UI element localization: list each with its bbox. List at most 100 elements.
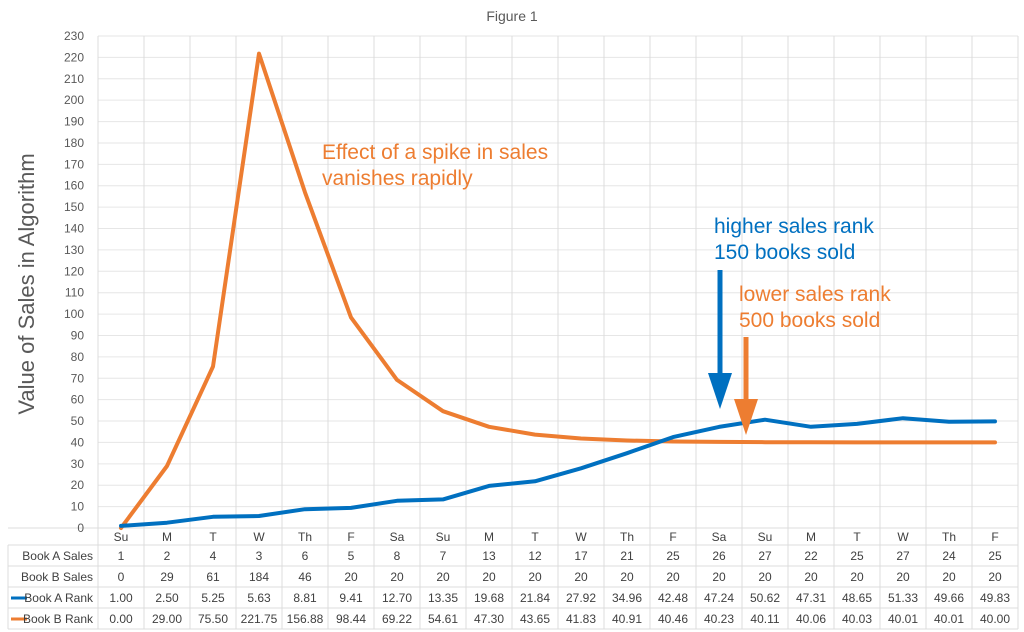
- table-cell: 46: [298, 570, 312, 584]
- series-lines: [119, 51, 997, 530]
- grid: [7, 35, 1019, 630]
- table-cell: 27: [758, 549, 772, 563]
- x-tick-label: M: [484, 530, 494, 544]
- table-cell: 40.01: [888, 612, 918, 626]
- table-cell: 20: [988, 570, 1002, 584]
- table-cell: 27.92: [566, 591, 596, 605]
- annotation-text: lower sales rank 500 books sold: [739, 283, 891, 332]
- x-tick-label: Th: [620, 530, 634, 544]
- table-cell: 50.62: [750, 591, 780, 605]
- y-tick-label: 10: [71, 500, 85, 514]
- y-tick-label: 180: [64, 136, 84, 150]
- table-cell: 54.61: [428, 612, 458, 626]
- blue-arrow-head: [708, 373, 732, 409]
- table-cell: 1.00: [109, 591, 133, 605]
- table-cell: 25: [988, 549, 1002, 563]
- x-tick-label: Su: [114, 530, 129, 544]
- table-cell: 20: [666, 570, 680, 584]
- table-cell: 6: [302, 549, 309, 563]
- table-cell: 21: [620, 549, 634, 563]
- y-tick-label: 70: [71, 371, 85, 385]
- table-cell: 24: [942, 549, 956, 563]
- table-cell: 2.50: [155, 591, 179, 605]
- table-cell: 25: [850, 549, 864, 563]
- table-cell: 48.65: [842, 591, 872, 605]
- table-cell: 3: [256, 549, 263, 563]
- table-cell: 20: [574, 570, 588, 584]
- y-axis-label: Value of Sales in Algorithm: [14, 153, 39, 414]
- table-row-label: Book B Sales: [21, 570, 93, 584]
- y-axis-ticks: 0 10 20 30 40 50 60 70 80 90 100 110 120 130 140 150 160…: [64, 29, 84, 535]
- table-cell: 26: [712, 549, 726, 563]
- y-tick-label: 80: [71, 350, 85, 364]
- y-tick-label: 0: [77, 521, 84, 535]
- y-tick-label: 170: [64, 157, 84, 171]
- x-tick-label: F: [991, 530, 998, 544]
- x-tick-label: Su: [436, 530, 451, 544]
- table-cell: 156.88: [287, 612, 324, 626]
- table-cell: 49.83: [980, 591, 1010, 605]
- table-cell: 47.31: [796, 591, 826, 605]
- table-cell: 21.84: [520, 591, 550, 605]
- table-cell: 20: [390, 570, 404, 584]
- table-cell: 75.50: [198, 612, 228, 626]
- table-cell: 61: [206, 570, 220, 584]
- table-cell: 20: [804, 570, 818, 584]
- table-cell: 20: [620, 570, 634, 584]
- y-tick-label: 100: [64, 307, 84, 321]
- table-cell: 20: [344, 570, 358, 584]
- table-cell: 40.46: [658, 612, 688, 626]
- y-tick-label: 130: [64, 243, 84, 257]
- data-table: Su M T W Th F Sa Su M T W Th F Sa Su M T W Th F Book A Sales…: [11, 530, 1010, 626]
- table-cell: 25: [666, 549, 680, 563]
- table-cell: 43.65: [520, 612, 550, 626]
- y-tick-label: 120: [64, 264, 84, 278]
- y-tick-label: 140: [64, 222, 84, 236]
- table-cell: 40.23: [704, 612, 734, 626]
- y-tick-label: 20: [71, 478, 85, 492]
- table-cell: 40.00: [980, 612, 1010, 626]
- table-cell: 2: [164, 549, 171, 563]
- series-line-book-b: [119, 51, 997, 530]
- table-cell: 7: [440, 549, 447, 563]
- table-cell: 13: [482, 549, 496, 563]
- table-cell: 29.00: [152, 612, 182, 626]
- table-cell: 13.35: [428, 591, 458, 605]
- table-cell: 20: [482, 570, 496, 584]
- table-cell: 20: [712, 570, 726, 584]
- y-tick-label: 220: [64, 50, 84, 64]
- x-tick-label: F: [347, 530, 354, 544]
- x-tick-label: Sa: [712, 530, 727, 544]
- table-row-label: Book A Sales: [22, 549, 93, 563]
- annotation-text: Effect of a spike in sales vanishes rapid…: [322, 141, 548, 190]
- table-cell: 40.06: [796, 612, 826, 626]
- y-tick-label: 210: [64, 72, 84, 86]
- y-tick-label: 30: [71, 457, 85, 471]
- y-tick-label: 110: [65, 286, 84, 300]
- table-cell: 4: [210, 549, 217, 563]
- table-cell: 98.44: [336, 612, 366, 626]
- series-line-book-a: [119, 416, 997, 528]
- x-tick-label: T: [209, 530, 217, 544]
- y-tick-label: 90: [71, 328, 85, 342]
- table-cell: 12: [528, 549, 542, 563]
- x-tick-label: F: [669, 530, 676, 544]
- x-tick-label: M: [806, 530, 816, 544]
- annotation-text: higher sales rank 150 books sold: [714, 215, 874, 264]
- table-cell: 8: [394, 549, 401, 563]
- table-cell: 0.00: [109, 612, 133, 626]
- table-cell: 47.24: [704, 591, 734, 605]
- table-cell: 20: [436, 570, 450, 584]
- table-cell: 20: [758, 570, 772, 584]
- x-tick-label: Th: [942, 530, 956, 544]
- table-cell: 1: [118, 549, 125, 563]
- x-tick-label: W: [253, 530, 265, 544]
- x-tick-label: Su: [758, 530, 773, 544]
- table-cell: 20: [850, 570, 864, 584]
- table-cell: 40.11: [750, 612, 779, 626]
- table-cell: 8.81: [293, 591, 317, 605]
- table-cell: 40.03: [842, 612, 872, 626]
- y-tick-label: 230: [64, 29, 84, 43]
- y-tick-label: 160: [64, 179, 84, 193]
